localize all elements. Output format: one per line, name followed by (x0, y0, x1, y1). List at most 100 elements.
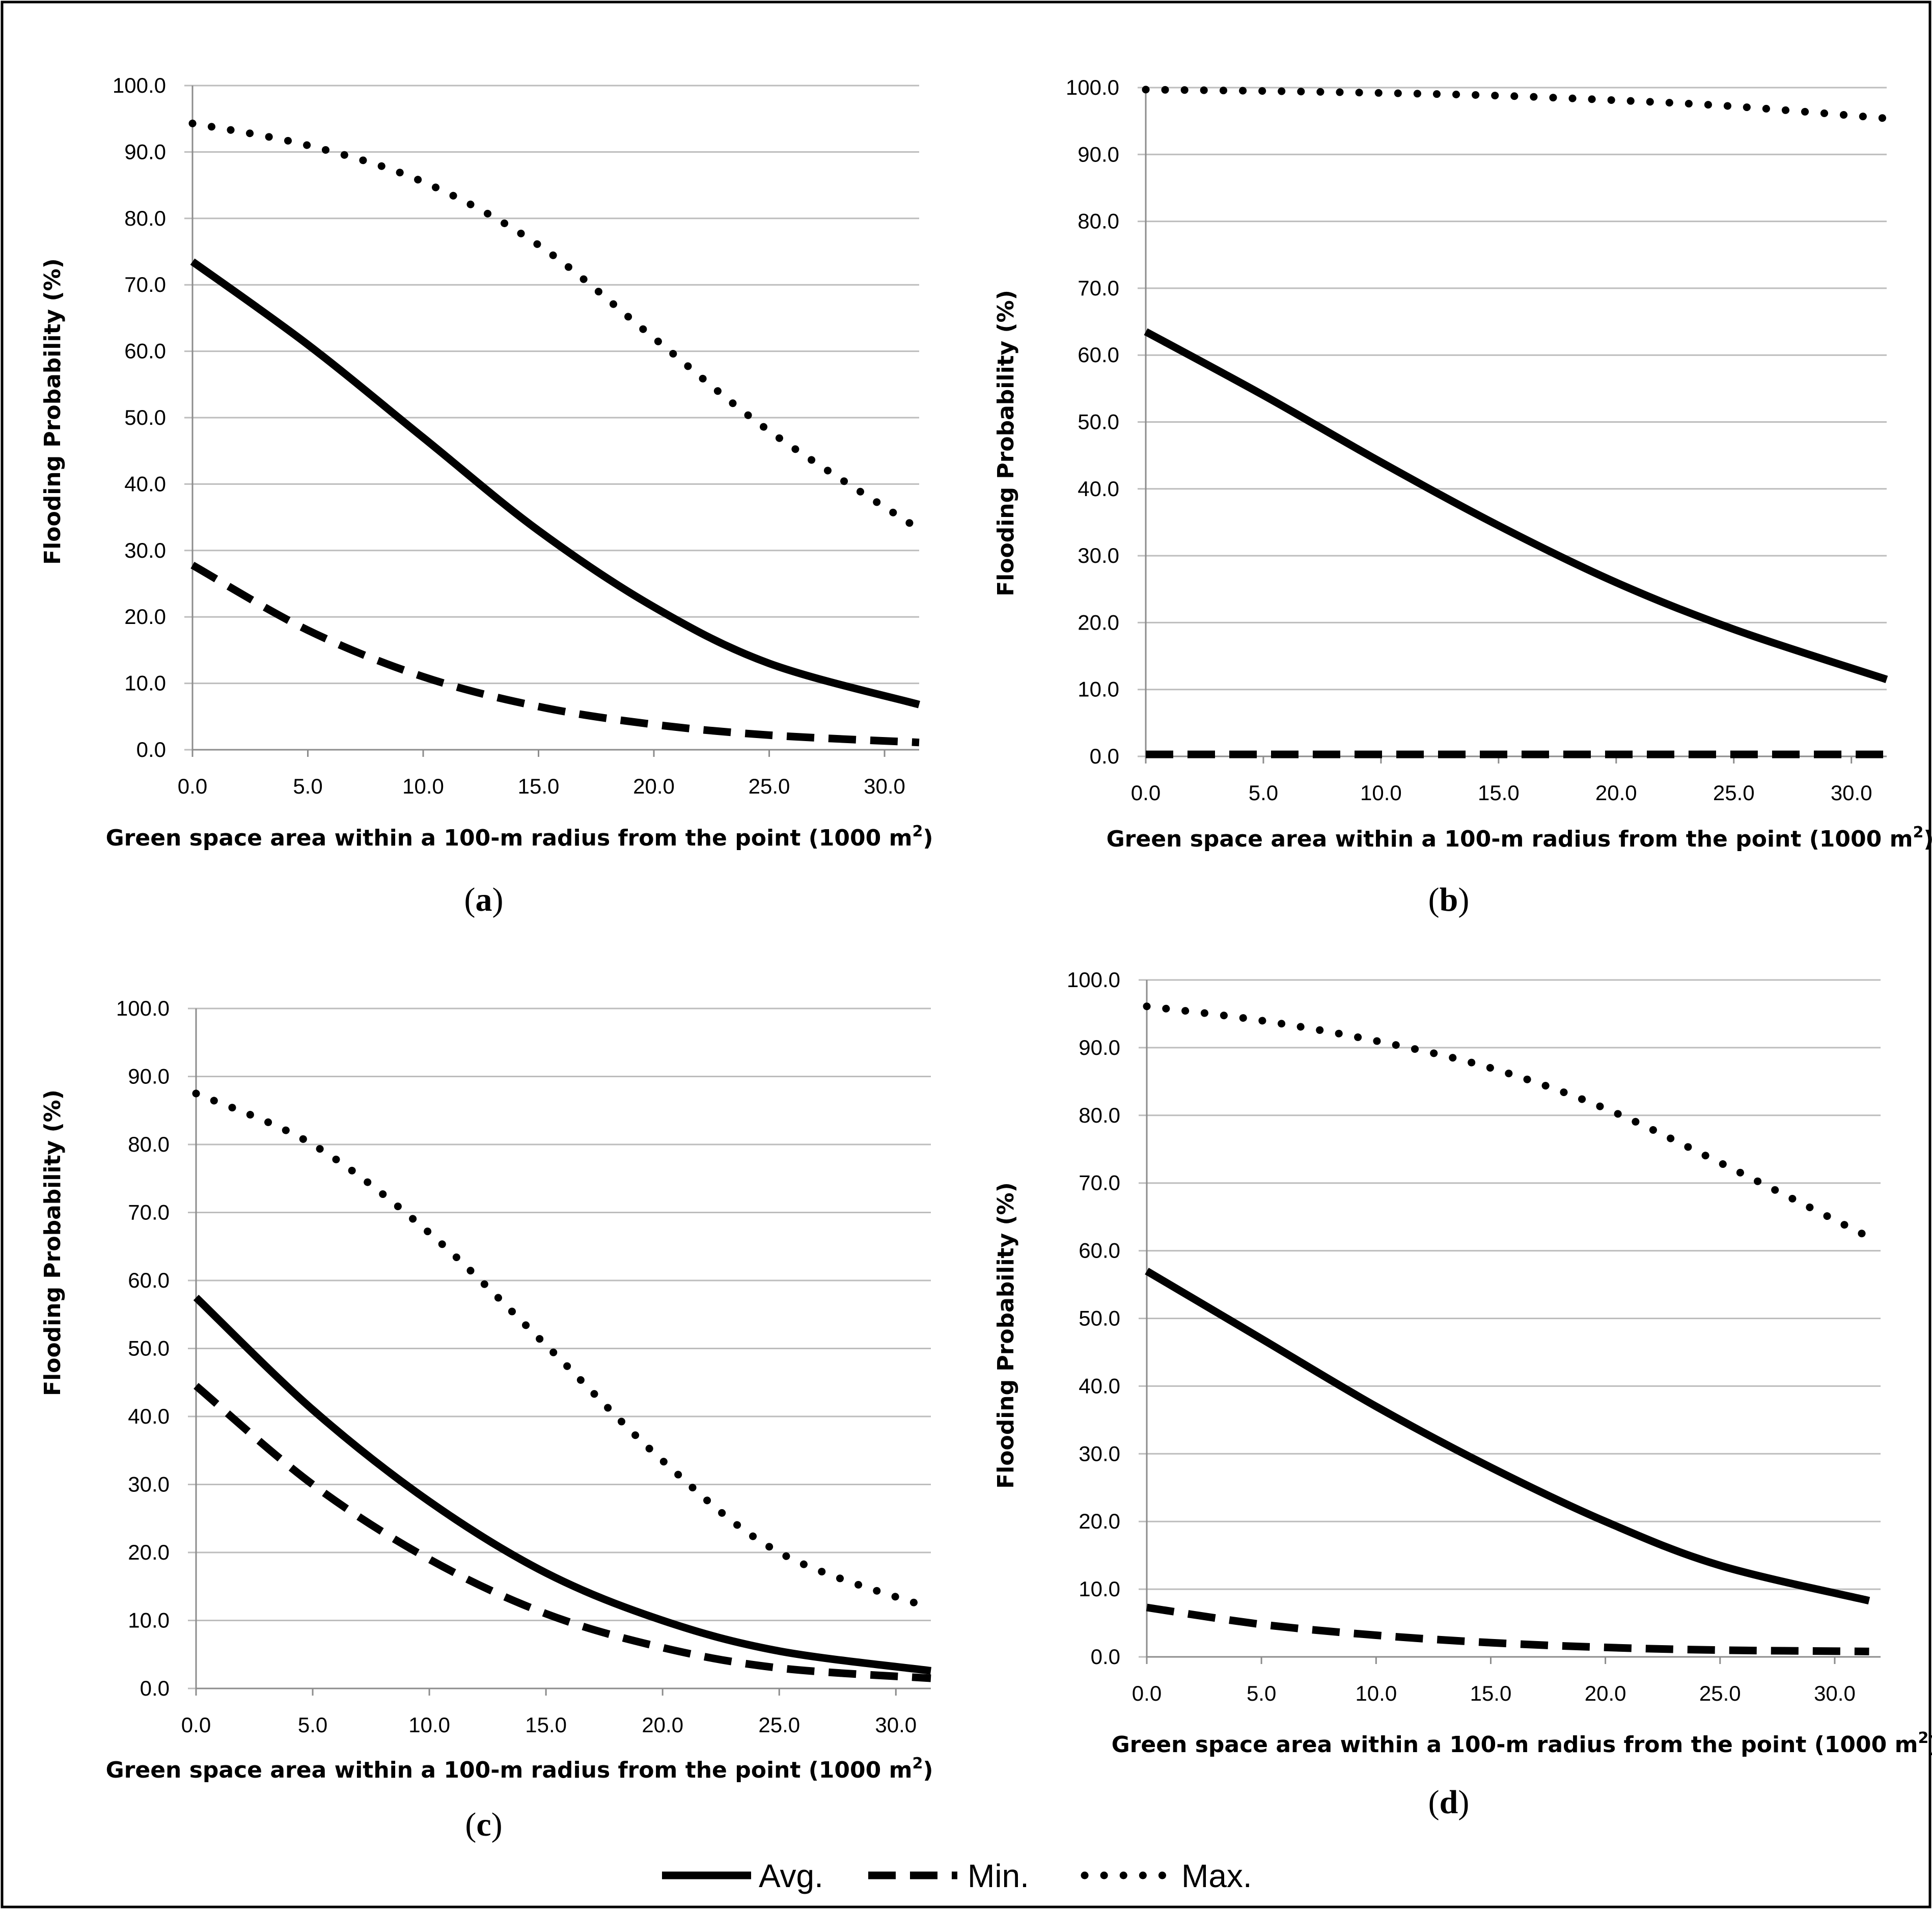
panel-c-ytick-label-3: 30.0 (128, 1472, 170, 1496)
panel-c-xtick-label-4: 20.0 (642, 1713, 683, 1737)
panel-a-ytick-label-7: 70.0 (124, 272, 166, 296)
panel-a-ytick-label-8: 80.0 (124, 206, 166, 230)
panel-c: Flooding Probability (%) Green space are… (40, 996, 935, 1843)
panel-c-xtick-label-6: 30.0 (875, 1713, 917, 1737)
panel-d: Flooding Probability (%) Green space are… (993, 968, 1932, 1821)
panel-b-ytick-label-10: 100.0 (1066, 75, 1119, 99)
panel-d-ytick-label-7: 70.0 (1079, 1171, 1120, 1195)
panel-a-series-max (188, 119, 923, 533)
panel-b-label: (b) (1428, 881, 1470, 918)
panel-a-xtick-label-5: 25.0 (749, 774, 790, 798)
panel-d-xlabel: Green space area within a 100-m radius f… (1112, 1729, 1932, 1758)
panel-b-xtick-label-2: 10.0 (1360, 781, 1402, 805)
panel-b-xtick-label-6: 30.0 (1831, 781, 1872, 805)
panel-a-ytick-label-6: 60.0 (124, 339, 166, 363)
panel-b-ytick-label-9: 90.0 (1078, 142, 1119, 166)
panel-b-xtick-label-5: 25.0 (1713, 781, 1755, 805)
panel-b-series-avg (1144, 328, 1888, 684)
panel-b-series-max (1142, 86, 1891, 122)
panel-c-ytick-label-4: 40.0 (128, 1404, 170, 1428)
legend-avg-label: Avg. (759, 1858, 823, 1894)
panel-c-series-avg (193, 1294, 931, 1675)
panel-c-xtick-label-3: 15.0 (525, 1713, 567, 1737)
panel-b-ytick-label-7: 70.0 (1078, 276, 1119, 300)
panel-b-ytick-label-2: 20.0 (1078, 610, 1119, 634)
panel-d-ytick-label-8: 80.0 (1079, 1103, 1120, 1127)
panel-c-ytick-label-9: 90.0 (128, 1065, 170, 1088)
panel-a: Flooding Probability (%) Green space are… (40, 73, 933, 918)
panel-a-xtick-label-2: 10.0 (402, 774, 444, 798)
panel-a-xtick-label-0: 0.0 (178, 774, 207, 798)
panel-c-ytick-label-5: 50.0 (128, 1337, 170, 1360)
panel-a-xtick-label-3: 15.0 (518, 774, 560, 798)
panel-a-xtick-label-6: 30.0 (864, 774, 905, 798)
panel-c-ylabel: Flooding Probability (%) (40, 1089, 66, 1396)
panel-a-ytick-label-10: 100.0 (113, 73, 166, 97)
panel-c-ytick-label-2: 20.0 (128, 1540, 170, 1564)
panel-c-xtick-label-5: 25.0 (758, 1713, 800, 1737)
panel-b-ytick-label-5: 50.0 (1078, 410, 1119, 434)
legend: Avg. Min. Max. (662, 1858, 1252, 1894)
panel-d-xtick-label-1: 5.0 (1247, 1681, 1276, 1705)
panel-b-xtick-label-4: 20.0 (1595, 781, 1637, 805)
panel-b-ylabel: Flooding Probability (%) (993, 290, 1019, 596)
panel-c-ytick-label-1: 10.0 (128, 1608, 170, 1632)
panel-b-xtick-label-3: 15.0 (1478, 781, 1520, 805)
panel-a-series-avg (190, 258, 920, 708)
panel-a-xtick-label-4: 20.0 (633, 774, 675, 798)
panel-d-label: (d) (1428, 1784, 1470, 1821)
panel-a-ytick-label-9: 90.0 (124, 140, 166, 163)
panel-d-ytick-label-10: 100.0 (1067, 968, 1120, 992)
panel-c-ytick-label-8: 80.0 (128, 1132, 170, 1156)
panel-c-xtick-label-2: 10.0 (408, 1713, 450, 1737)
panel-b-ytick-label-6: 60.0 (1078, 343, 1119, 367)
panel-a-ytick-label-5: 50.0 (124, 405, 166, 429)
panel-d-ytick-label-2: 20.0 (1079, 1509, 1120, 1533)
panel-d-ytick-label-6: 60.0 (1079, 1239, 1120, 1263)
panel-b-xtick-label-1: 5.0 (1249, 781, 1278, 805)
panel-d-ylabel: Flooding Probability (%) (993, 1182, 1019, 1489)
panel-c-ytick-label-10: 100.0 (116, 996, 170, 1020)
panel-b-ytick-label-0: 0.0 (1090, 744, 1119, 768)
panel-b-ytick-label-3: 30.0 (1078, 543, 1119, 567)
panel-c-series-max (192, 1089, 935, 1612)
panel-b-xtick-label-0: 0.0 (1131, 781, 1161, 805)
panel-d-ytick-label-5: 50.0 (1079, 1306, 1120, 1330)
panel-a-label: (a) (464, 881, 504, 918)
panel-a-ytick-label-4: 40.0 (124, 472, 166, 496)
panel-a-ylabel: Flooding Probability (%) (40, 258, 66, 565)
panel-d-xtick-label-3: 15.0 (1470, 1681, 1512, 1705)
panel-a-ytick-label-0: 0.0 (136, 738, 166, 761)
panel-a-xtick-label-1: 5.0 (293, 774, 322, 798)
panel-d-ytick-label-3: 30.0 (1079, 1441, 1120, 1465)
legend-max-label: Max. (1181, 1858, 1252, 1894)
panel-c-ytick-label-0: 0.0 (140, 1676, 170, 1700)
panel-c-xtick-label-1: 5.0 (298, 1713, 327, 1737)
panel-c-label: (c) (465, 1806, 502, 1843)
panel-a-series-min (190, 561, 920, 747)
panel-d-xtick-label-4: 20.0 (1585, 1681, 1626, 1705)
panel-b-xlabel: Green space area within a 100-m radius f… (1107, 824, 1932, 852)
panel-b-ytick-label-4: 40.0 (1078, 477, 1119, 501)
panel-c-series-min (194, 1383, 931, 1682)
panel-d-xtick-label-2: 10.0 (1355, 1681, 1397, 1705)
panel-d-ytick-label-1: 10.0 (1079, 1577, 1120, 1601)
panel-c-ytick-label-6: 60.0 (128, 1268, 170, 1292)
panel-d-xtick-label-6: 30.0 (1814, 1681, 1856, 1705)
panel-c-xtick-label-0: 0.0 (181, 1713, 211, 1737)
panel-d-xtick-label-5: 25.0 (1699, 1681, 1741, 1705)
panel-d-series-avg (1145, 1268, 1870, 1605)
panel-a-xlabel: Green space area within a 100-m radius f… (106, 823, 933, 851)
panel-b: Flooding Probability (%) Green space are… (993, 75, 1932, 918)
panel-d-ytick-label-9: 90.0 (1079, 1035, 1120, 1059)
panel-d-xtick-label-0: 0.0 (1132, 1681, 1162, 1705)
panel-b-ytick-label-8: 80.0 (1078, 209, 1119, 233)
panel-d-ytick-label-0: 0.0 (1091, 1645, 1120, 1669)
panel-d-series-min (1146, 1603, 1869, 1655)
panel-d-ytick-label-4: 40.0 (1079, 1374, 1120, 1398)
panel-b-ytick-label-1: 10.0 (1078, 677, 1119, 701)
panel-d-series-max (1143, 1002, 1873, 1241)
panel-c-ytick-label-7: 70.0 (128, 1201, 170, 1224)
